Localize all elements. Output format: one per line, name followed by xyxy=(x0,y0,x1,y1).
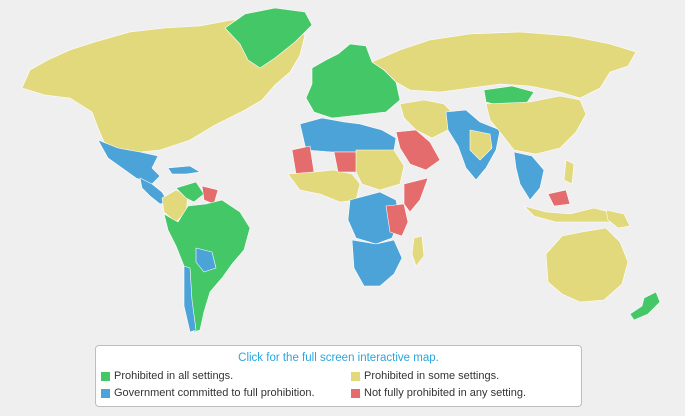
map-legend: Click for the full screen interactive ma… xyxy=(95,345,582,407)
full-screen-map-link[interactable]: Click for the full screen interactive ma… xyxy=(238,352,439,364)
region-russia[interactable] xyxy=(371,31,637,99)
region-madagascar[interactable] xyxy=(411,235,425,267)
legend-item-government-committed: Government committed to full prohibition… xyxy=(101,387,315,399)
region-mexico[interactable] xyxy=(97,139,161,185)
region-indonesia[interactable] xyxy=(523,205,617,223)
legend-item-prohibited-some: Prohibited in some settings. xyxy=(351,370,499,382)
region-kenya[interactable] xyxy=(385,203,409,237)
world-map[interactable] xyxy=(0,0,685,340)
region-australia[interactable] xyxy=(545,227,629,303)
legend-label: Not fully prohibited in any setting. xyxy=(364,387,527,399)
legend-label: Government committed to full prohibition… xyxy=(114,387,315,399)
region-papua[interactable] xyxy=(605,209,631,229)
region-china[interactable] xyxy=(485,95,587,155)
region-sudan[interactable] xyxy=(355,149,405,191)
legend-swatch xyxy=(101,388,110,398)
legend-label: Prohibited in all settings. xyxy=(114,370,234,382)
region-north-africa[interactable] xyxy=(299,117,397,153)
region-caribbean[interactable] xyxy=(167,165,201,175)
region-somalia[interactable] xyxy=(403,177,429,213)
legend-swatch xyxy=(351,371,360,381)
region-central-africa[interactable] xyxy=(347,191,401,245)
legend-item-prohibited-all: Prohibited in all settings. xyxy=(101,370,233,382)
region-india[interactable] xyxy=(469,129,493,161)
region-venezuela[interactable] xyxy=(175,181,205,203)
region-north-america[interactable] xyxy=(21,19,306,153)
legend-swatch xyxy=(101,371,110,381)
legend-item-not-prohibited: Not fully prohibited in any setting. xyxy=(351,387,526,399)
legend-label: Prohibited in some settings. xyxy=(364,370,500,382)
region-southeast-asia[interactable] xyxy=(513,151,545,201)
legend-swatch xyxy=(351,388,360,398)
region-chile[interactable] xyxy=(183,265,197,333)
region-arabia[interactable] xyxy=(395,129,441,171)
region-west-africa[interactable] xyxy=(287,169,361,203)
region-philippines[interactable] xyxy=(563,159,575,185)
region-greenland[interactable] xyxy=(224,7,313,69)
region-southern-africa[interactable] xyxy=(351,239,403,287)
region-europe[interactable] xyxy=(305,43,401,119)
region-bolivia[interactable] xyxy=(195,247,217,273)
region-new-zealand[interactable] xyxy=(629,291,661,321)
region-malaysia[interactable] xyxy=(547,189,571,207)
region-mauritania[interactable] xyxy=(291,145,315,175)
